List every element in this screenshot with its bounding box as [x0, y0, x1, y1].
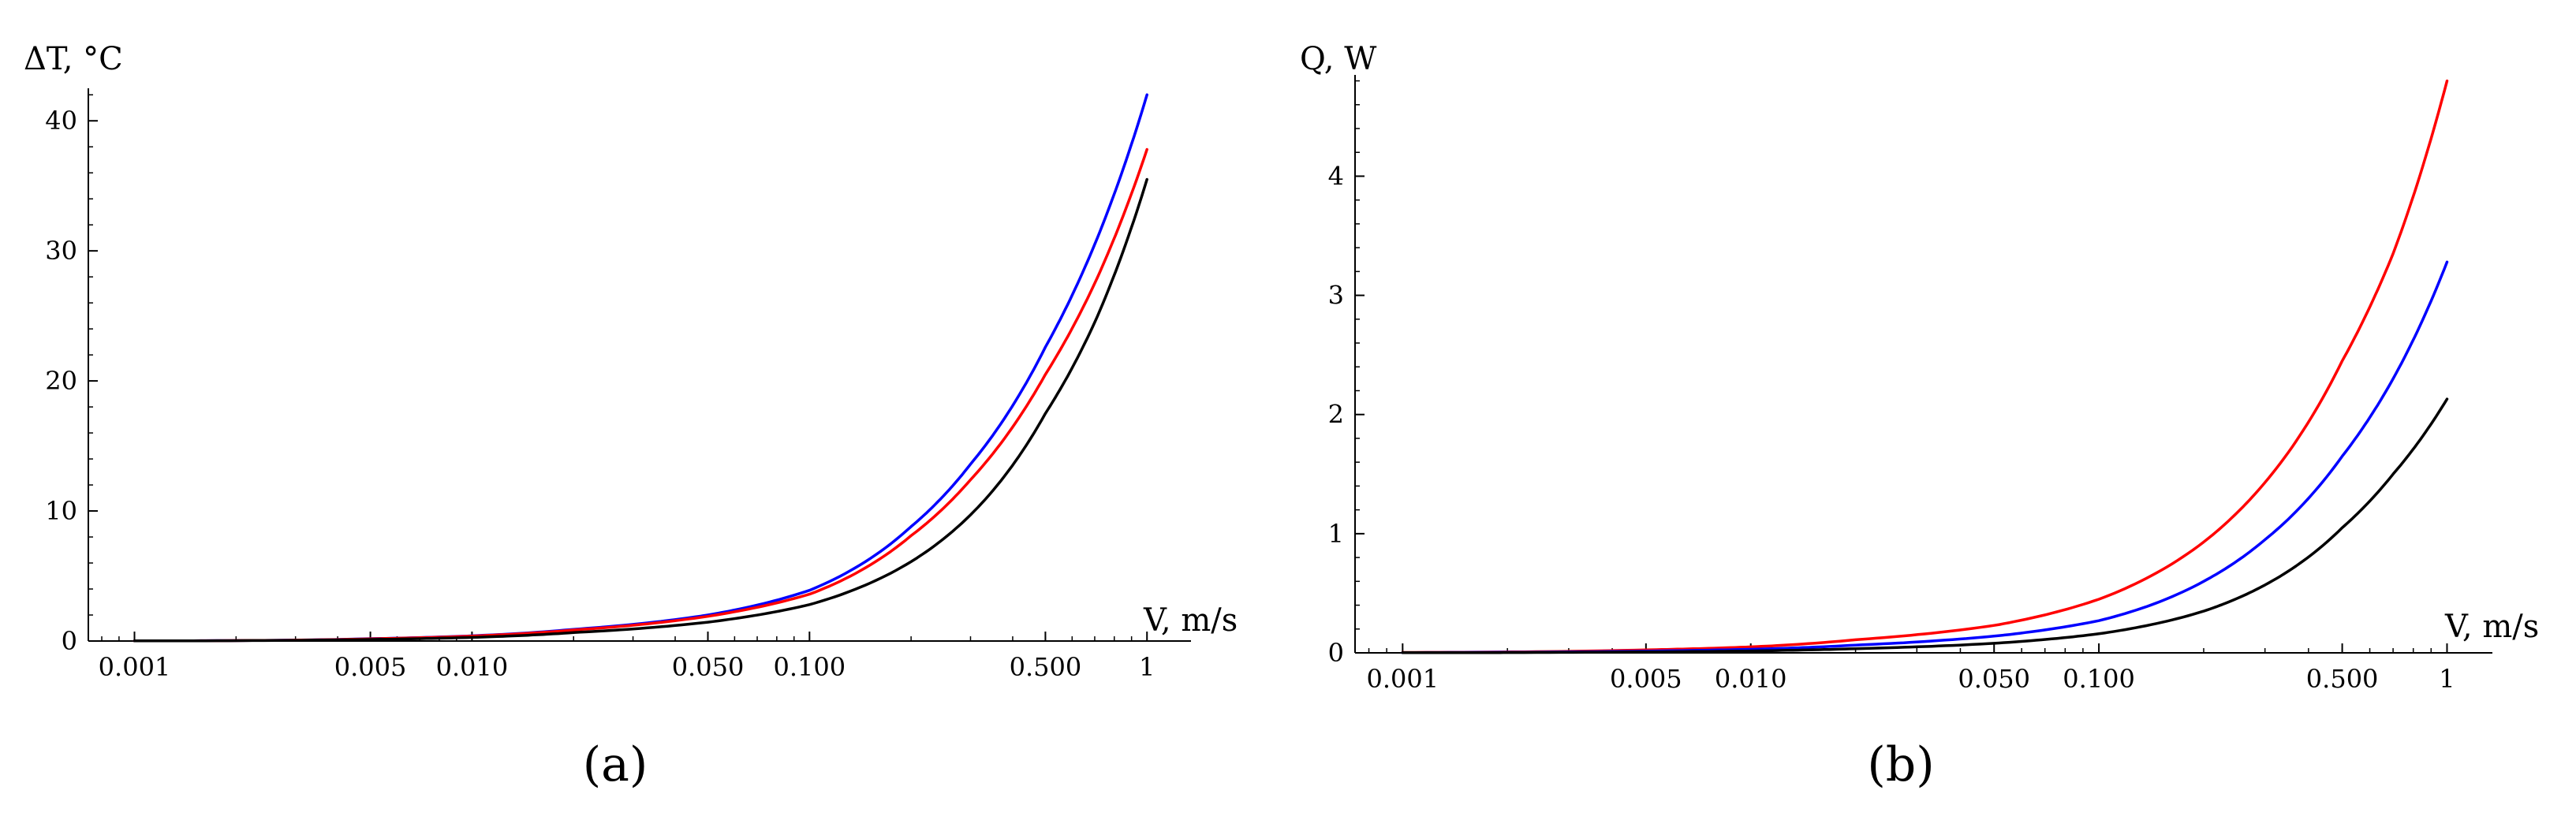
series-layer-a: [133, 93, 1148, 643]
series-line-b-2: [1401, 397, 2449, 654]
y-axis-title-a: ΔT, °C: [24, 41, 123, 77]
y-tick-label-b: 1: [1328, 519, 1344, 549]
x-tick-label-a: 0.050: [672, 652, 745, 682]
x-tick-label-b: 0.050: [1958, 664, 2030, 694]
y-axis-title-b: Q, W: [1300, 41, 1376, 77]
series-line-b-0: [1401, 79, 2449, 654]
y-tick-label-a: 30: [45, 236, 77, 266]
y-tick-label-a: 40: [45, 106, 77, 136]
x-tick-label-a: 0.001: [99, 652, 171, 682]
x-axis-title-b: V, m/s: [2444, 609, 2539, 645]
x-tick-label-b: 1: [2439, 664, 2455, 694]
chart-panel-a: 0.001 0.005 0.010 0.050 0.100 0.500 1010203040…: [24, 41, 1238, 792]
panel-label-a: (a): [583, 737, 648, 792]
x-tick-label-b: 0.001: [1367, 664, 1439, 694]
chart-panel-b: 0.001 0.005 0.010 0.050 0.100 0.500 1 0 1 2 3 4 Q, …: [1300, 41, 2539, 792]
series-line-a-0: [133, 93, 1148, 643]
y-tick-label-b: 2: [1328, 400, 1344, 430]
series-layer-b: [1401, 79, 2449, 654]
x-tick-label-a: 1: [1139, 652, 1155, 682]
series-line-a-1: [133, 147, 1148, 643]
x-axis-title-a: V, m/s: [1143, 602, 1238, 639]
y-tick-label-a: 0: [62, 626, 77, 656]
axis-ticks-b: 0.001 0.005 0.010 0.050 0.100 0.500 1 0 1 2 3 4: [1328, 80, 2455, 694]
x-tick-label-b: 0.500: [2306, 664, 2379, 694]
series-line-a-2: [133, 177, 1148, 643]
x-tick-label-a: 0.500: [1010, 652, 1082, 682]
y-tick-label-b: 4: [1328, 161, 1344, 191]
x-tick-label-a: 0.005: [334, 652, 407, 682]
panel-label-b: (b): [1867, 737, 1934, 792]
y-tick-label-a: 20: [45, 366, 77, 396]
y-tick-label-b: 3: [1328, 281, 1344, 311]
series-line-b-1: [1401, 260, 2449, 654]
x-tick-label-b: 0.010: [1715, 664, 1787, 694]
x-tick-label-a: 0.100: [774, 652, 846, 682]
y-tick-label-a: 10: [45, 496, 77, 526]
x-tick-label-b: 0.100: [2063, 664, 2135, 694]
x-tick-label-b: 0.005: [1610, 664, 1682, 694]
x-tick-label-a: 0.010: [436, 652, 509, 682]
y-tick-label-b: 0: [1328, 638, 1344, 668]
